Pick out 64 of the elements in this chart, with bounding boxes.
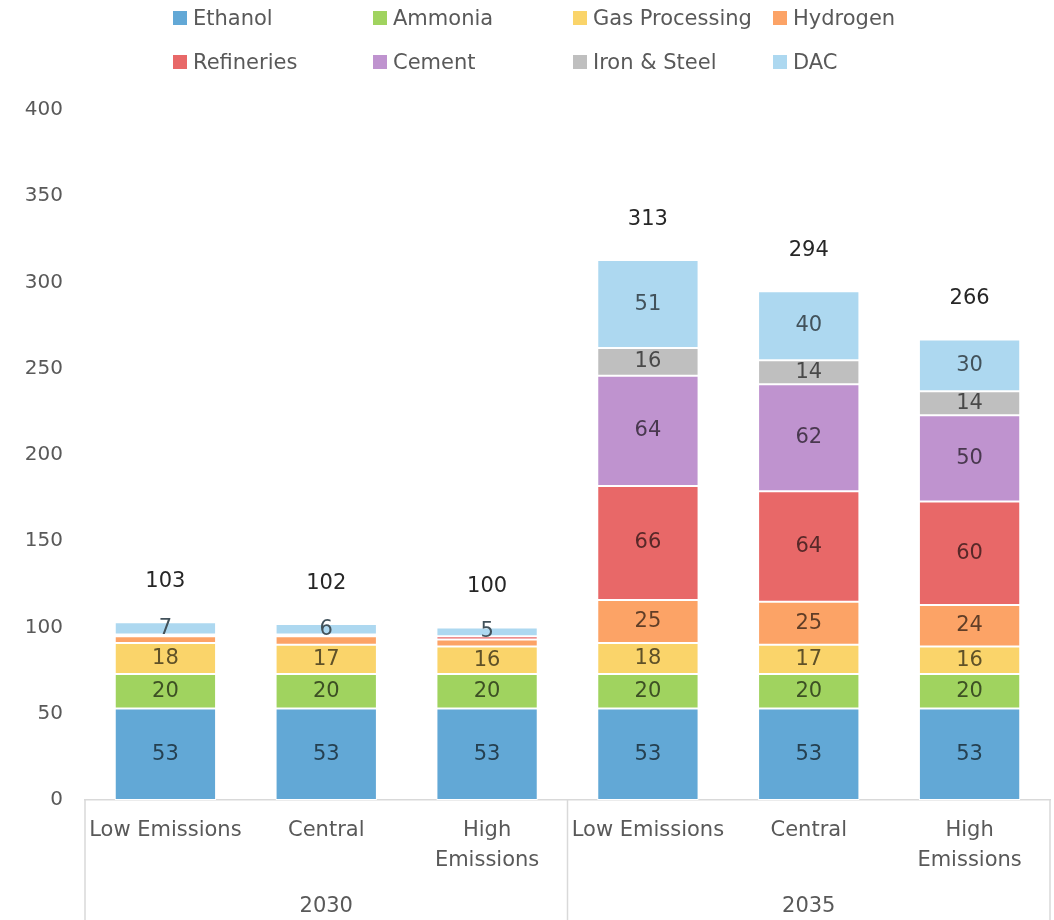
data-label: 20 — [473, 677, 501, 702]
y-tick-label: 400 — [24, 96, 63, 121]
y-tick-label: 350 — [24, 182, 63, 207]
data-label: 17 — [795, 645, 823, 670]
data-label: 53 — [956, 740, 983, 765]
x-tick-label: Central — [770, 817, 847, 842]
legend-label: Gas Processing — [593, 6, 752, 30]
y-tick-label: 250 — [24, 354, 63, 379]
legend-label: Refineries — [193, 50, 298, 74]
x-tick-label: Low Emissions — [89, 817, 242, 842]
legend-label: Hydrogen — [793, 6, 896, 30]
data-label: 20 — [795, 677, 823, 702]
data-label: 20 — [634, 677, 662, 702]
data-label: 25 — [795, 609, 823, 634]
data-label: 60 — [956, 539, 983, 564]
data-label: 18 — [634, 645, 662, 669]
data-label: 24 — [956, 612, 983, 637]
data-label: 20 — [312, 677, 340, 702]
y-tick-label: 300 — [24, 268, 63, 293]
data-label: 50 — [956, 444, 983, 469]
data-label: 53 — [312, 740, 340, 765]
total-label: 266 — [949, 284, 990, 309]
data-label: 16 — [956, 646, 983, 671]
text: 2035 — [782, 893, 836, 918]
data-label: 51 — [634, 290, 662, 315]
legend-label: Cement — [393, 50, 476, 74]
legend-label: DAC — [793, 50, 838, 74]
x-tick-label: Low Emissions — [571, 817, 725, 842]
data-label: 14 — [795, 358, 823, 383]
data-label: 16 — [473, 646, 501, 671]
y-tick-label: 200 — [24, 441, 63, 466]
data-label: 20 — [956, 677, 983, 702]
total-label: 102 — [306, 569, 347, 594]
total-label: 294 — [788, 236, 829, 261]
x-tick-label: High Emissions — [434, 817, 540, 871]
legend-label: Ammonia — [393, 6, 494, 30]
data-label: 25 — [634, 607, 662, 632]
data-label: 53 — [634, 740, 662, 765]
y-tick-label: 50 — [37, 699, 63, 724]
y-tick-label: 100 — [24, 613, 63, 638]
data-label: 20 — [152, 677, 179, 702]
data-label: 30 — [956, 351, 983, 376]
total-label: 313 — [627, 205, 668, 230]
data-label: 16 — [634, 348, 662, 373]
data-label: 14 — [956, 389, 983, 414]
data-label: 64 — [634, 417, 662, 442]
data-label: 53 — [795, 740, 823, 765]
text: 2030 — [299, 893, 353, 918]
data-label: 40 — [795, 312, 823, 337]
data-label: 66 — [634, 529, 662, 554]
y-tick-label: 150 — [24, 527, 63, 552]
total-label: 100 — [467, 572, 508, 597]
data-label: 53 — [152, 740, 179, 765]
legend-label: Iron & Steel — [593, 50, 717, 74]
data-label: 64 — [795, 532, 823, 557]
x-tick-label: Central — [288, 817, 365, 842]
data-label: 53 — [473, 740, 501, 765]
data-label: 62 — [795, 424, 823, 449]
x-tick-label: High Emissions — [917, 817, 1022, 871]
y-tick-label: 0 — [50, 786, 63, 811]
data-label: 18 — [152, 645, 179, 669]
data-label: 17 — [312, 645, 340, 670]
total-label: 103 — [145, 567, 186, 592]
legend-label: Ethanol — [193, 6, 273, 30]
